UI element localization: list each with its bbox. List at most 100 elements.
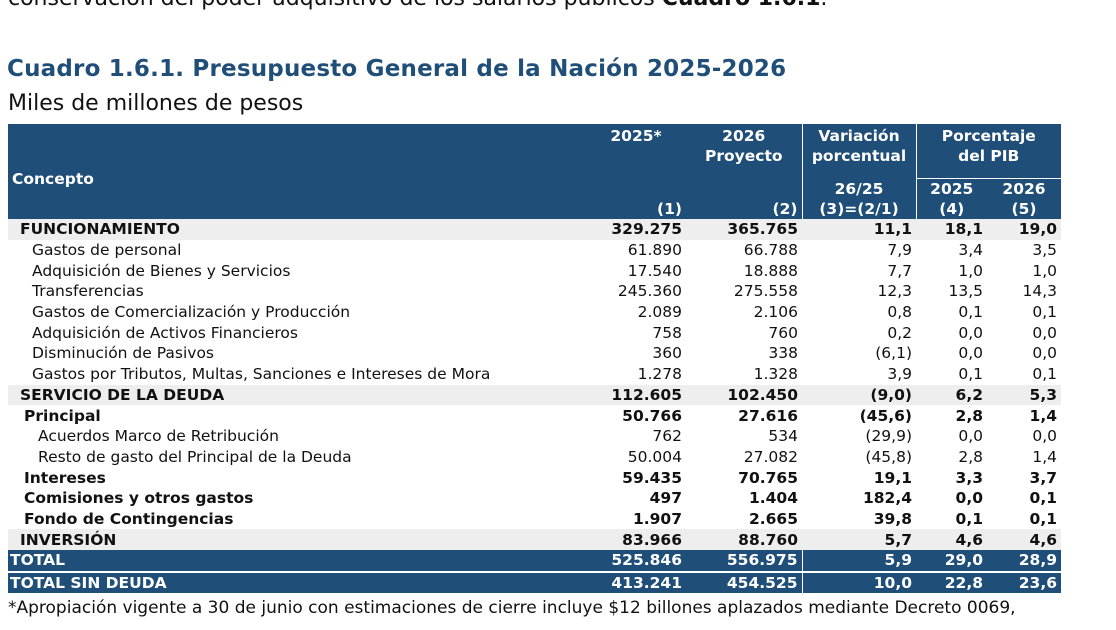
row-variacion: 7,9 <box>887 241 912 260</box>
row-pib-2026: 0,1 <box>1029 509 1057 528</box>
row-pib-2025: 0,0 <box>958 344 983 363</box>
row-concepto: Adquisición de Bienes y Servicios <box>32 261 291 280</box>
row-2025: 762 <box>652 427 682 446</box>
row-pib-2026: 19,0 <box>987 219 1061 240</box>
row-pib-2026: 0,1 <box>1032 365 1057 384</box>
header-n5: (5) <box>987 199 1061 219</box>
row-concepto: Gastos por Tributos, Multas, Sanciones e… <box>32 365 491 384</box>
table-row: Principal 50.766 27.616 (45,6) 2,8 1,4 <box>8 405 1061 426</box>
table-row: Gastos por Tributos, Multas, Sanciones e… <box>8 364 1061 385</box>
row-variacion: 0,8 <box>887 303 912 322</box>
footnote: *Apropiación vigente a 30 de junio con e… <box>8 598 1016 618</box>
intro-end: . <box>820 0 827 11</box>
row-pib-2026: 23,6 <box>987 571 1061 596</box>
row-2025: 61.890 <box>627 241 682 260</box>
row-concepto: SERVICIO DE LA DEUDA <box>8 384 586 406</box>
table-row: Acuerdos Marco de Retribución 762 534 (2… <box>8 426 1061 447</box>
row-2026: 1.328 <box>753 365 798 384</box>
table-row: Comisiones y otros gastos 497 1.404 182,… <box>8 488 1061 509</box>
row-2025: 497 <box>649 489 682 508</box>
row-2026: 102.450 <box>686 384 802 406</box>
row-pib-2026: 1,4 <box>1029 406 1057 425</box>
intro-text: conservación del poder adquisitivo de lo… <box>8 0 662 11</box>
row-concepto: Principal <box>24 406 101 425</box>
table-row: FUNCIONAMIENTO 329.275 365.765 11,1 18,1… <box>8 219 1061 240</box>
table-row: Intereses 59.435 70.765 19,1 3,3 3,7 <box>8 467 1061 488</box>
row-pib-2025: 2,8 <box>958 447 983 466</box>
row-pib-2025: 0,1 <box>958 365 983 384</box>
table-row-total: TOTAL 525.846 556.975 5,9 29,0 28,9 <box>8 550 1061 573</box>
header-var-ratio: 26/25 <box>801 178 916 199</box>
row-concepto: INVERSIÓN <box>8 529 586 550</box>
header-blank-2 <box>686 178 802 199</box>
row-variacion: 5,9 <box>801 550 916 573</box>
row-variacion: 11,1 <box>802 219 916 240</box>
row-pib-2025: 18,1 <box>916 219 987 240</box>
header-pib-2025: 2025 <box>915 178 987 199</box>
row-2025: 2.089 <box>637 303 682 322</box>
header-variacion: Variación porcentual <box>801 124 916 179</box>
row-variacion: 19,1 <box>873 468 912 487</box>
row-2025: 83.966 <box>586 529 686 550</box>
row-concepto: TOTAL <box>8 550 586 573</box>
intro-paragraph: conservación del poder adquisitivo de lo… <box>8 0 827 11</box>
table-row: INVERSIÓN 83.966 88.760 5,7 4,6 4,6 <box>8 529 1061 550</box>
row-2026: 2.106 <box>753 303 798 322</box>
row-2026: 760 <box>768 323 798 342</box>
row-2026: 27.082 <box>743 447 798 466</box>
row-variacion: 5,7 <box>802 529 916 550</box>
row-2025: 59.435 <box>622 468 682 487</box>
header-blank-1 <box>586 178 686 199</box>
row-pib-2025: 6,2 <box>916 384 987 406</box>
row-2025: 112.605 <box>586 384 686 406</box>
table-row: Fondo de Contingencias 1.907 2.665 39,8 … <box>8 509 1061 530</box>
row-2026: 70.765 <box>738 468 798 487</box>
row-2025: 50.766 <box>622 406 682 425</box>
row-variacion: (45,6) <box>859 406 912 425</box>
budget-table-container: Concepto 2025* 2026 Proyecto Variación por… <box>8 124 1061 596</box>
row-variacion: 10,0 <box>801 571 916 596</box>
table-title: Cuadro 1.6.1. Presupuesto General de la … <box>7 56 787 82</box>
row-pib-2025: 22,8 <box>916 571 987 596</box>
row-variacion: (29,9) <box>865 427 912 446</box>
row-concepto: Acuerdos Marco de Retribución <box>38 427 279 446</box>
row-pib-2025: 0,1 <box>955 509 983 528</box>
row-2026: 556.975 <box>686 550 802 573</box>
table-row: Adquisición de Activos Financieros 758 7… <box>8 322 1061 343</box>
row-2025: 1.278 <box>637 365 682 384</box>
row-2026: 18.888 <box>743 261 798 280</box>
row-concepto: Transferencias <box>32 282 144 301</box>
row-concepto: Adquisición de Activos Financieros <box>32 323 298 342</box>
header-n1: (1) <box>586 199 686 219</box>
row-concepto: Fondo de Contingencias <box>24 509 234 528</box>
row-2025: 413.241 <box>586 571 686 596</box>
row-variacion: (9,0) <box>802 384 916 406</box>
table-row: Resto de gasto del Principal de la Deuda… <box>8 447 1061 468</box>
row-concepto: Comisiones y otros gastos <box>24 489 254 508</box>
table-subtitle: Miles de millones de pesos <box>8 91 304 116</box>
header-2026-year: 2026 <box>722 127 766 145</box>
header-variacion-a: Variación <box>818 127 900 145</box>
row-variacion: 0,2 <box>887 323 912 342</box>
header-pib-2026: 2026 <box>987 178 1061 199</box>
row-concepto: Gastos de personal <box>32 241 182 260</box>
row-concepto: Resto de gasto del Principal de la Deuda <box>38 447 352 466</box>
row-pib-2026: 0,0 <box>1032 344 1057 363</box>
row-pib-2025: 0,1 <box>958 303 983 322</box>
row-pib-2026: 0,1 <box>1032 303 1057 322</box>
row-concepto: Gastos de Comercialización y Producción <box>32 303 351 322</box>
row-pib-2026: 1,4 <box>1032 447 1057 466</box>
row-2026: 454.525 <box>686 571 802 596</box>
row-2025: 1.907 <box>632 509 682 528</box>
row-pib-2025: 0,0 <box>958 323 983 342</box>
row-2025: 17.540 <box>627 261 682 280</box>
row-pib-2026: 0,0 <box>1032 427 1057 446</box>
header-n4: (4) <box>915 199 987 219</box>
table-row: Adquisición de Bienes y Servicios 17.540… <box>8 260 1061 281</box>
row-2025: 758 <box>652 323 682 342</box>
row-concepto: FUNCIONAMIENTO <box>8 219 586 240</box>
row-pib-2025: 0,0 <box>955 489 983 508</box>
row-pib-2025: 3,3 <box>955 468 983 487</box>
table-header: Concepto 2025* 2026 Proyecto Variación por… <box>8 124 1061 219</box>
row-2026: 1.404 <box>748 489 798 508</box>
